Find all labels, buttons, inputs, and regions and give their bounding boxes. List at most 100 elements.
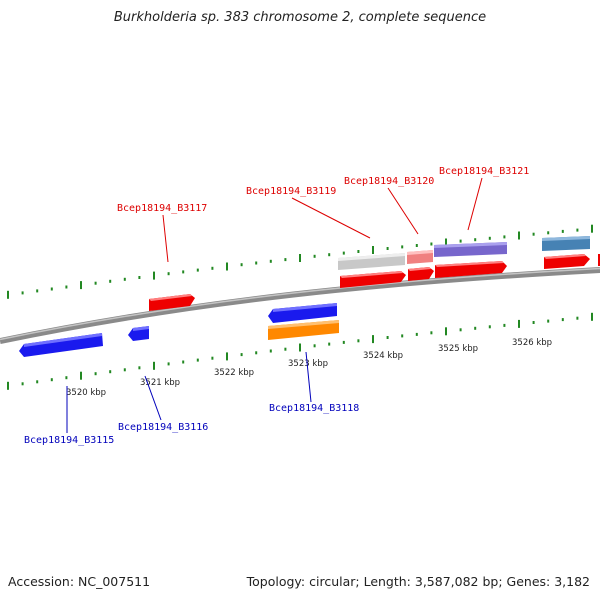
forward-scale-tick <box>94 281 97 285</box>
label-b3117[interactable]: Bcep18194_B3117 <box>117 203 207 214</box>
forward-scale-tick <box>518 231 520 240</box>
scale-label-3520: 3520 kbp <box>66 388 106 398</box>
reverse-scale-tick <box>488 325 491 329</box>
leader-b3120 <box>387 187 419 235</box>
reverse-scale-tick <box>576 316 579 320</box>
gene-red-right[interactable] <box>544 254 590 269</box>
gene-b3119[interactable] <box>340 271 406 288</box>
reverse-scale-tick <box>401 334 404 338</box>
label-b3120[interactable]: Bcep18194_B3120 <box>344 176 434 187</box>
scale-label-3525: 3525 kbp <box>438 344 478 354</box>
reverse-scale-tick <box>167 362 170 366</box>
forward-scale-tick <box>401 245 404 249</box>
reverse-scale-tick <box>357 339 360 343</box>
reverse-scale-tick <box>80 371 82 380</box>
forward-scale-tick <box>342 251 345 255</box>
forward-scale-tick <box>50 287 53 291</box>
forward-scale-tick <box>313 254 316 258</box>
forward-scale-tick <box>532 232 535 236</box>
forward-scale-tick <box>415 244 418 247</box>
forward-scale-tick <box>240 263 243 267</box>
forward-scale-tick <box>109 279 112 283</box>
gene-b3118-blue[interactable] <box>268 303 337 323</box>
reverse-scale-tick <box>532 321 535 324</box>
gene-b3117[interactable] <box>149 294 195 311</box>
gene-b3120-pink[interactable] <box>407 250 433 264</box>
reverse-scale-tick <box>94 372 97 376</box>
accession-label: Accession: NC_007511 <box>8 574 151 589</box>
reverse-scale-tick <box>561 318 564 322</box>
reverse-scale-tick <box>313 344 316 348</box>
forward-scale-tick <box>386 247 389 250</box>
reverse-scale-tick <box>342 340 345 344</box>
forward-scale-tick <box>372 246 374 254</box>
reverse-scale-tick <box>50 378 53 382</box>
scale-label-3521: 3521 kbp <box>140 378 180 388</box>
forward-scale-tick <box>226 262 228 271</box>
reverse-scale-tick <box>372 335 374 344</box>
map-title: Burkholderia sp. 383 chromosome 2, compl… <box>113 10 487 25</box>
forward-scale-tick <box>21 291 24 295</box>
reverse-scale-tick <box>328 342 331 346</box>
reverse-scale-tick <box>503 323 506 327</box>
gene-b3119-gray[interactable] <box>338 253 405 270</box>
forward-scale-tick <box>123 277 126 281</box>
label-b3119[interactable]: Bcep18194_B3119 <box>246 186 336 197</box>
gene-b3120[interactable] <box>408 267 434 281</box>
leader-b3119 <box>291 197 371 239</box>
forward-scale-tick <box>503 235 506 239</box>
reverse-scale-tick <box>591 312 593 321</box>
reverse-scale-tick <box>255 351 258 355</box>
forward-strand-scale <box>7 224 593 299</box>
reverse-scale-tick <box>109 370 112 374</box>
gene-b3121[interactable] <box>435 261 507 278</box>
reverse-scale-tick <box>474 326 477 330</box>
forward-scale-tick <box>591 224 593 233</box>
forward-scale-tick <box>211 266 214 270</box>
reverse-scale-tick <box>138 366 141 370</box>
reverse-scale-tick <box>518 319 520 328</box>
label-b3115[interactable]: Bcep18194_B3115 <box>24 435 114 446</box>
reverse-scale-tick <box>7 381 9 390</box>
reverse-scale-tick <box>547 319 550 323</box>
forward-scale-tick <box>36 289 39 293</box>
gene-b3121-purple[interactable] <box>434 242 507 257</box>
leader-b3118 <box>305 351 312 403</box>
label-b3118[interactable]: Bcep18194_B3118 <box>269 403 359 414</box>
forward-scale-tick <box>328 253 331 257</box>
forward-scale-tick <box>153 271 155 280</box>
scale-label-3523: 3523 kbp <box>288 359 328 369</box>
reverse-scale-tick <box>445 327 447 336</box>
chromosome-backbone <box>0 267 600 344</box>
reverse-scale-tick <box>284 347 287 351</box>
reverse-scale-tick <box>226 352 228 361</box>
forward-scale-tick <box>474 238 477 242</box>
reverse-scale-tick <box>65 376 68 380</box>
leader-b3116 <box>144 375 162 421</box>
reverse-scale-tick <box>21 382 24 386</box>
reverse-scale-tick <box>269 349 272 353</box>
forward-scale-tick <box>269 259 272 263</box>
forward-scale-tick <box>167 272 170 276</box>
gene-b3116[interactable] <box>128 326 149 341</box>
forward-scale-tick <box>357 250 360 253</box>
forward-scale-tick <box>196 268 199 272</box>
forward-scale-tick <box>182 270 185 274</box>
gene-steelblue-right[interactable] <box>542 236 590 251</box>
reverse-scale-tick <box>415 332 418 336</box>
chromosome-backbone-highlight <box>0 267 600 341</box>
scale-label-3522: 3522 kbp <box>214 368 254 378</box>
forward-scale-tick <box>445 238 447 247</box>
reverse-scale-tick <box>153 361 155 370</box>
scale-label-3524: 3524 kbp <box>363 351 403 361</box>
label-b3116[interactable]: Bcep18194_B3116 <box>118 422 208 433</box>
scale-label-3526: 3526 kbp <box>512 338 552 348</box>
label-b3121[interactable]: Bcep18194_B3121 <box>439 166 529 177</box>
gene-b3115[interactable] <box>19 333 103 357</box>
gene-b3118-orange[interactable] <box>268 320 339 340</box>
reverse-scale-tick <box>240 353 243 357</box>
forward-scale-tick <box>547 231 550 235</box>
genome-summary: Topology: circular; Length: 3,587,082 bp… <box>246 574 590 589</box>
